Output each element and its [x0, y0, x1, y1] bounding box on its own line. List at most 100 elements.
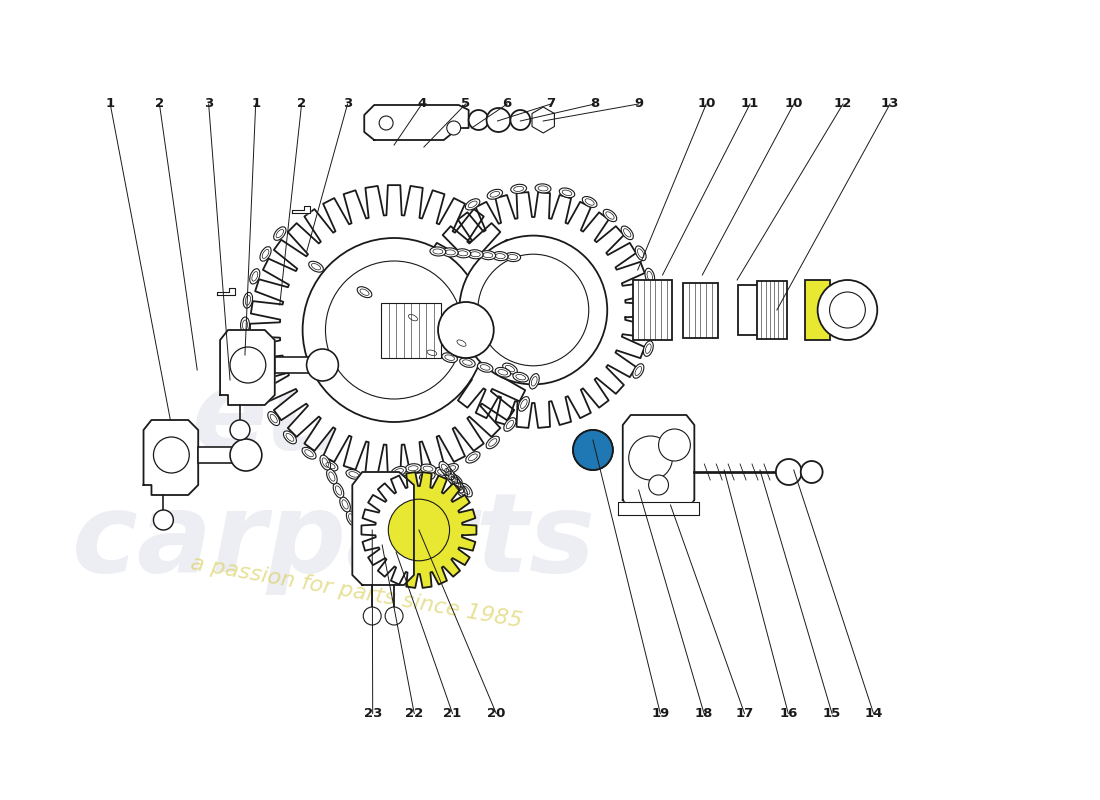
Ellipse shape	[390, 466, 406, 477]
Ellipse shape	[603, 210, 617, 222]
Text: 23: 23	[363, 707, 382, 720]
Ellipse shape	[442, 466, 454, 480]
Ellipse shape	[649, 317, 658, 333]
Ellipse shape	[636, 246, 646, 261]
Text: euro
carparts: euro carparts	[73, 365, 596, 595]
Text: 8: 8	[590, 98, 600, 110]
Ellipse shape	[367, 481, 381, 494]
Text: 20: 20	[487, 707, 506, 720]
Circle shape	[388, 499, 450, 561]
Circle shape	[510, 110, 530, 130]
Circle shape	[447, 121, 461, 135]
Ellipse shape	[645, 268, 654, 284]
Circle shape	[649, 475, 669, 495]
Circle shape	[469, 110, 488, 130]
Ellipse shape	[434, 467, 450, 478]
Text: a passion for parts since 1985: a passion for parts since 1985	[189, 553, 524, 631]
Bar	[805, 280, 829, 340]
Ellipse shape	[460, 358, 475, 367]
Text: 10: 10	[697, 98, 715, 110]
Circle shape	[460, 235, 607, 385]
Text: 19: 19	[651, 707, 670, 720]
Ellipse shape	[425, 348, 440, 358]
Ellipse shape	[454, 338, 469, 349]
Circle shape	[477, 254, 588, 366]
Polygon shape	[220, 330, 275, 405]
Ellipse shape	[405, 464, 421, 473]
Circle shape	[230, 420, 250, 440]
Polygon shape	[352, 472, 414, 585]
Ellipse shape	[559, 188, 575, 198]
Circle shape	[385, 607, 403, 625]
Ellipse shape	[449, 474, 462, 486]
Polygon shape	[416, 192, 650, 428]
Circle shape	[307, 349, 339, 381]
Text: 1: 1	[251, 98, 261, 110]
Ellipse shape	[302, 447, 316, 459]
Ellipse shape	[420, 464, 436, 474]
Ellipse shape	[513, 372, 528, 382]
Ellipse shape	[510, 184, 527, 194]
Circle shape	[379, 116, 393, 130]
Ellipse shape	[480, 250, 496, 260]
Ellipse shape	[504, 418, 516, 431]
Ellipse shape	[419, 471, 436, 481]
Ellipse shape	[378, 472, 393, 484]
Ellipse shape	[529, 374, 539, 389]
Ellipse shape	[535, 184, 551, 193]
Polygon shape	[362, 472, 476, 588]
Ellipse shape	[345, 470, 362, 479]
Ellipse shape	[359, 550, 369, 565]
Ellipse shape	[242, 342, 251, 358]
Text: 5: 5	[461, 98, 470, 110]
Ellipse shape	[442, 248, 459, 257]
Polygon shape	[217, 288, 235, 295]
Circle shape	[659, 429, 691, 461]
Ellipse shape	[241, 317, 250, 333]
Circle shape	[326, 261, 463, 399]
Ellipse shape	[455, 483, 468, 498]
Ellipse shape	[360, 493, 371, 507]
Ellipse shape	[255, 390, 266, 405]
Ellipse shape	[439, 462, 451, 475]
Text: 9: 9	[634, 98, 643, 110]
Polygon shape	[143, 420, 198, 495]
Circle shape	[438, 302, 494, 358]
Ellipse shape	[274, 227, 286, 240]
Text: 1: 1	[106, 98, 114, 110]
Ellipse shape	[505, 253, 520, 262]
Ellipse shape	[323, 460, 338, 471]
Polygon shape	[623, 415, 694, 510]
Ellipse shape	[309, 262, 323, 272]
Ellipse shape	[354, 506, 364, 522]
Ellipse shape	[446, 470, 458, 484]
Text: 11: 11	[741, 98, 759, 110]
Ellipse shape	[320, 455, 331, 470]
Ellipse shape	[477, 362, 493, 372]
Ellipse shape	[455, 249, 471, 258]
Text: 15: 15	[823, 707, 842, 720]
Ellipse shape	[465, 198, 480, 210]
Text: 10: 10	[784, 98, 803, 110]
Ellipse shape	[449, 474, 461, 489]
Circle shape	[154, 437, 189, 473]
Text: 12: 12	[834, 98, 852, 110]
Polygon shape	[364, 105, 469, 140]
Text: 3: 3	[204, 98, 213, 110]
Circle shape	[302, 238, 485, 422]
Ellipse shape	[582, 197, 597, 207]
Text: 6: 6	[503, 98, 512, 110]
Circle shape	[801, 461, 823, 483]
Circle shape	[230, 439, 262, 471]
Polygon shape	[618, 502, 700, 515]
Ellipse shape	[267, 411, 279, 426]
Circle shape	[363, 607, 381, 625]
Circle shape	[573, 430, 613, 470]
Ellipse shape	[366, 553, 376, 568]
Text: 22: 22	[405, 707, 424, 720]
Text: 21: 21	[443, 707, 462, 720]
Ellipse shape	[495, 367, 510, 377]
Circle shape	[817, 280, 878, 340]
Text: 14: 14	[865, 707, 883, 720]
Bar	[757, 281, 786, 339]
